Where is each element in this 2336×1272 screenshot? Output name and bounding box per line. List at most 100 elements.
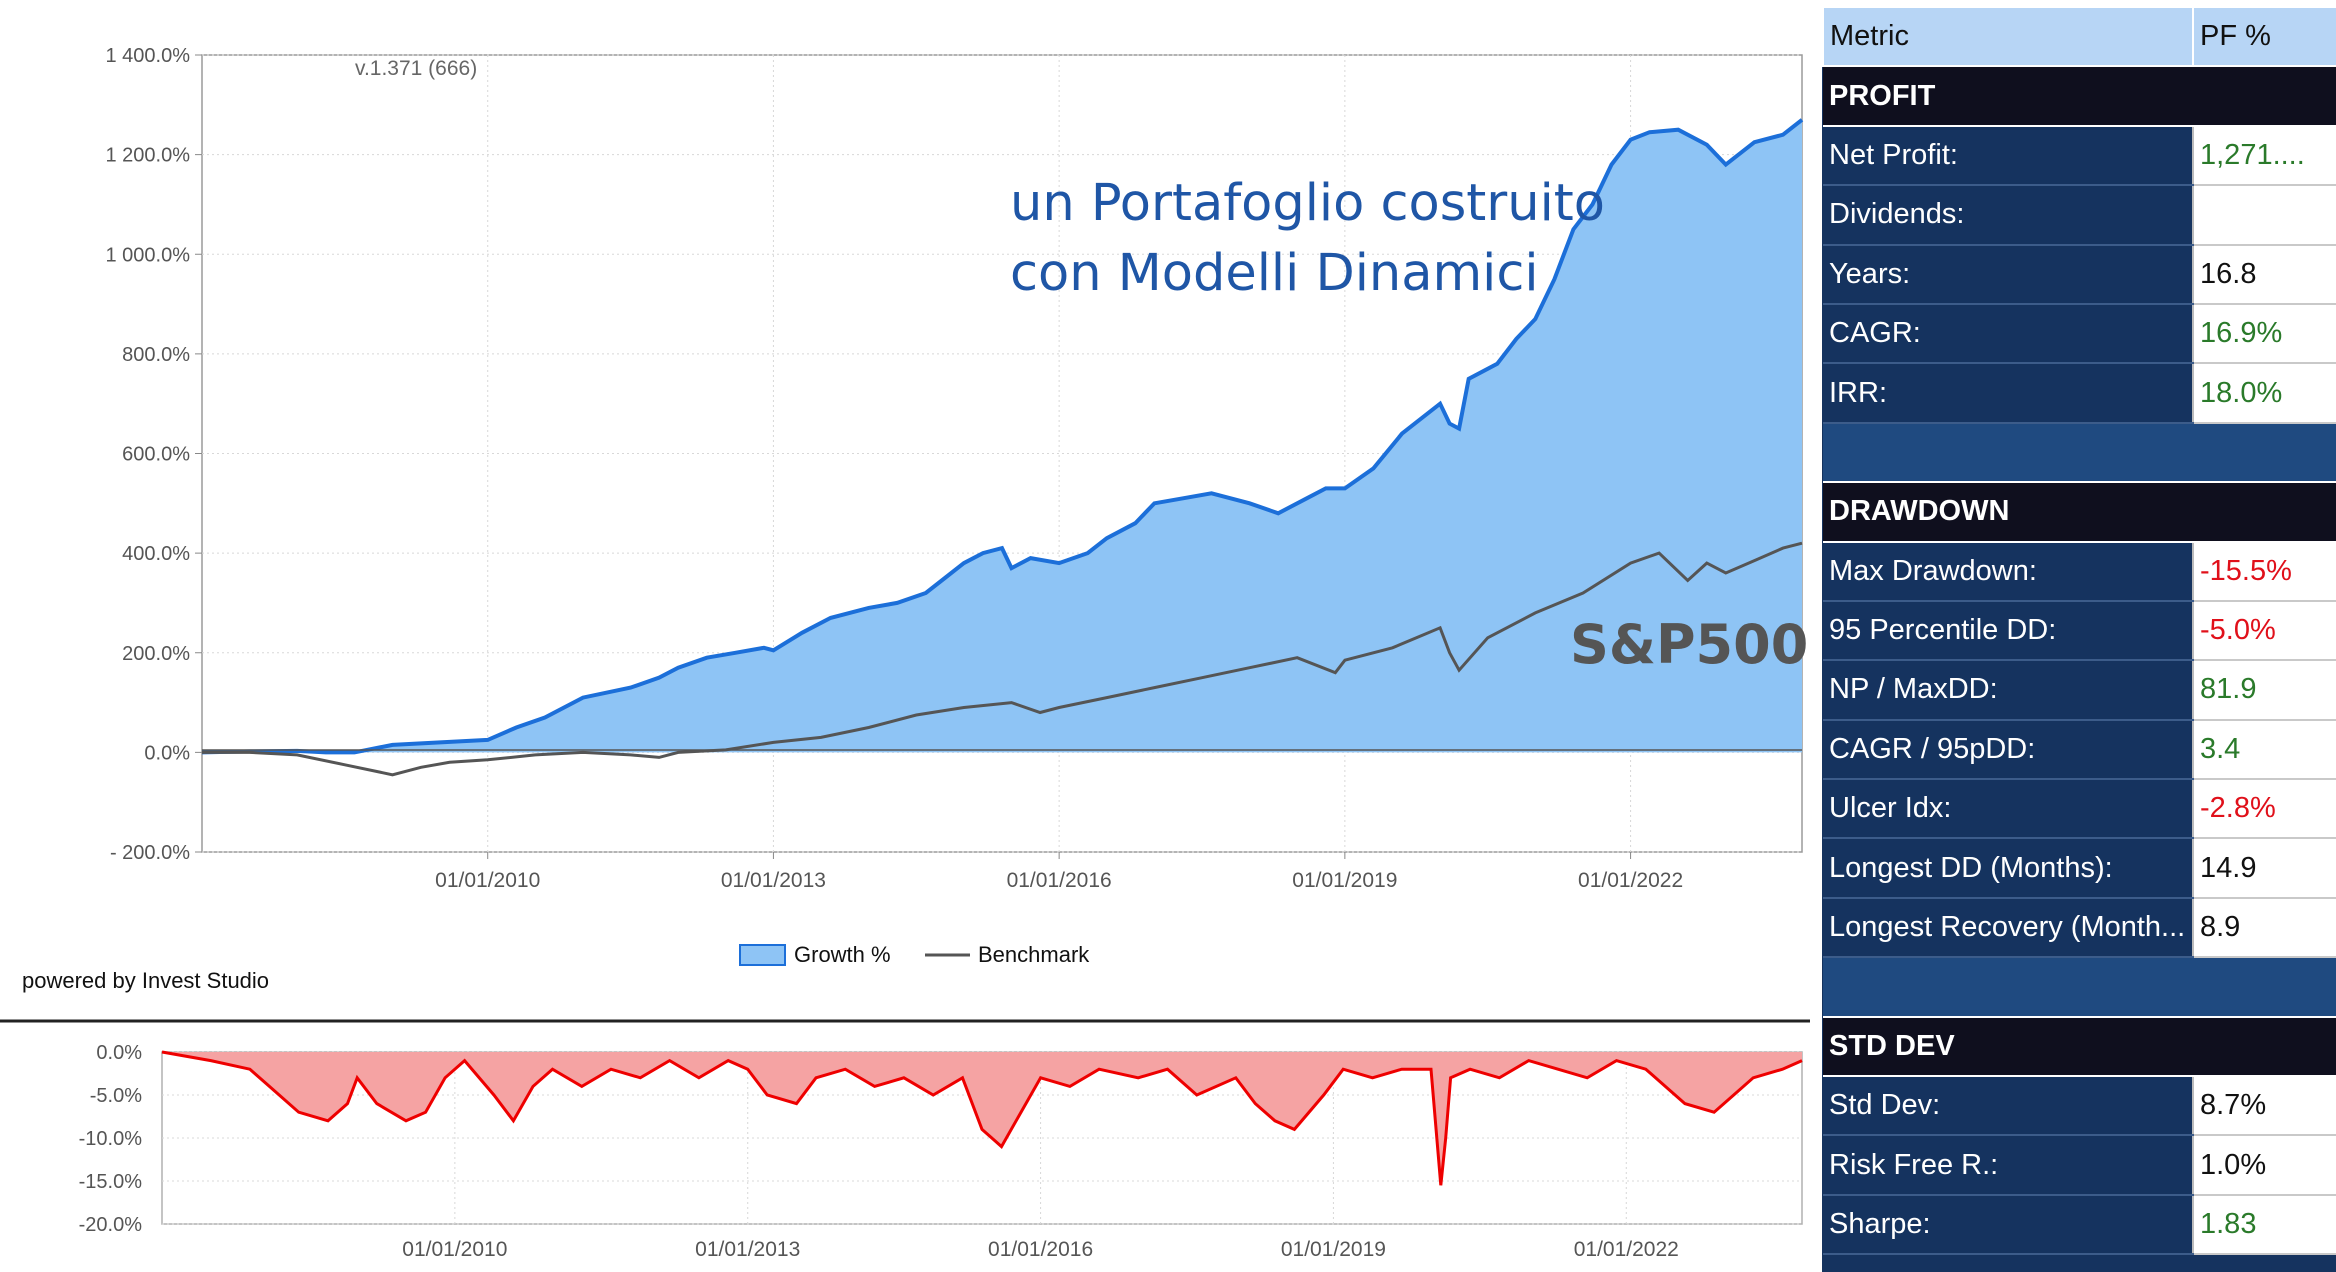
- growth-line: [201, 118, 1804, 755]
- dd-y-tick-label: -15.0%: [79, 1171, 143, 1193]
- metric-row[interactable]: NP / MaxDD: 81.9: [1823, 660, 2336, 721]
- metric-value: 16.9%: [2192, 303, 2336, 365]
- x-tick-label: 01/01/2019: [1292, 869, 1397, 892]
- annotation-line-2: con Modelli Dinamici: [1010, 244, 1539, 303]
- metric-value: 16.8: [2192, 244, 2336, 305]
- version-label: v.1.371 (666): [355, 57, 477, 80]
- metric-row[interactable]: IRR: 18.0%: [1823, 363, 2336, 424]
- metric-row[interactable]: Risk Free R.: 1.0%: [1823, 1135, 2336, 1196]
- metrics-table: Metric PF % PROFIT Net Profit: 1,271.... Di…: [1822, 5, 2336, 1256]
- dd-x-tick-label: 01/01/2013: [695, 1238, 800, 1261]
- metric-row[interactable]: 95 Percentile DD: -5.0%: [1823, 600, 2336, 662]
- dd-x-tick-label: 01/01/2016: [988, 1238, 1093, 1261]
- metric-label: Ulcer Idx:: [1823, 779, 2193, 840]
- metric-row[interactable]: Sharpe: 1.83: [1823, 1194, 2336, 1256]
- legend-swatch-growth: [739, 944, 786, 966]
- drawdown-line: [161, 1050, 1803, 1186]
- section-spacer: [1823, 957, 2336, 1018]
- y-tick-label: 1 200.0%: [105, 145, 190, 167]
- section-header-row: PROFIT: [1823, 66, 2336, 127]
- dd-y-tick-label: -10.0%: [79, 1128, 143, 1150]
- section-title: PROFIT: [1823, 66, 2336, 127]
- section-header-row: STD DEV: [1823, 1016, 2336, 1078]
- metric-row[interactable]: Max Drawdown: -15.5%: [1823, 541, 2336, 602]
- y-tick-label: 0.0%: [144, 742, 190, 764]
- section-title: STD DEV: [1823, 1016, 2336, 1078]
- benchmark-line: [202, 541, 1803, 777]
- spacer-cell: [1823, 957, 2336, 1018]
- growth-chart: 1 400.0% 1 200.0% 1 000.0% 800.0% 600.0% 400.…: [0, 45, 1810, 1261]
- legend: Growth % Benchmark: [739, 942, 1090, 967]
- metric-label: Years:: [1823, 244, 2193, 305]
- x-tick-label: 01/01/2013: [721, 869, 826, 892]
- dd-x-tick-label: 01/01/2010: [402, 1238, 507, 1261]
- metric-label: NP / MaxDD:: [1823, 660, 2193, 721]
- y-tick-label: 400.0%: [122, 543, 190, 565]
- dd-y-tick-label: -20.0%: [79, 1214, 143, 1236]
- x-tick-label: 01/01/2016: [1007, 869, 1112, 892]
- section-spacer: [1823, 422, 2336, 484]
- metric-label: Risk Free R.:: [1823, 1135, 2193, 1196]
- metric-row[interactable]: Years: 16.8: [1823, 244, 2336, 305]
- growth-area: [202, 119, 1802, 753]
- metric-value: 8.7%: [2192, 1076, 2336, 1137]
- value-column-header[interactable]: PF %: [2192, 5, 2336, 68]
- metric-label: Dividends:: [1823, 185, 2193, 246]
- metric-row[interactable]: CAGR: 16.9%: [1823, 303, 2336, 365]
- metric-value: 3.4: [2192, 719, 2336, 781]
- x-tick-label: 01/01/2022: [1578, 869, 1683, 892]
- metrics-header-row: Metric PF %: [1822, 5, 2336, 68]
- powered-by-label: powered by Invest Studio: [22, 968, 269, 993]
- chart-area: 1 400.0% 1 200.0% 1 000.0% 800.0% 600.0% 400.…: [0, 45, 1810, 1261]
- metric-value: -5.0%: [2192, 600, 2336, 662]
- y-tick-label: 800.0%: [122, 344, 190, 366]
- metric-value: 1.83: [2192, 1194, 2336, 1256]
- metric-value: 81.9: [2192, 660, 2336, 721]
- metric-label: Net Profit:: [1823, 125, 2193, 187]
- metric-row[interactable]: Longest Recovery (Month... 8.9: [1823, 897, 2336, 959]
- y-tick-label: 1 400.0%: [105, 45, 190, 67]
- metric-label: Longest Recovery (Month...: [1823, 897, 2193, 959]
- y-tick-label: 200.0%: [122, 643, 190, 665]
- dd-y-tick-label: -5.0%: [90, 1085, 142, 1107]
- metric-row[interactable]: Std Dev: 8.7%: [1823, 1076, 2336, 1137]
- drawdown-area: [162, 1052, 1802, 1186]
- metric-label: Max Drawdown:: [1823, 541, 2193, 602]
- section-header-row: DRAWDOWN: [1823, 482, 2336, 543]
- metric-label: CAGR:: [1823, 303, 2193, 365]
- metric-row[interactable]: Net Profit: 1,271....: [1823, 125, 2336, 187]
- metric-label: Longest DD (Months):: [1823, 838, 2193, 899]
- metric-label: IRR:: [1823, 363, 2193, 424]
- dd-x-tick-label: 01/01/2019: [1281, 1238, 1386, 1261]
- y-tick-label: 600.0%: [122, 444, 190, 466]
- metric-row[interactable]: CAGR / 95pDD: 3.4: [1823, 719, 2336, 781]
- metric-value: -2.8%: [2192, 779, 2336, 840]
- metric-row[interactable]: Ulcer Idx: -2.8%: [1823, 779, 2336, 840]
- metric-row[interactable]: Longest DD (Months): 14.9: [1823, 838, 2336, 899]
- metric-value: 8.9: [2192, 897, 2336, 959]
- metric-label: Sharpe:: [1823, 1194, 2193, 1256]
- metric-label: 95 Percentile DD:: [1823, 600, 2193, 662]
- dd-y-tick-label: 0.0%: [96, 1042, 142, 1064]
- metric-value: [2192, 185, 2336, 246]
- metric-row[interactable]: Dividends:: [1823, 185, 2336, 246]
- benchmark-annotation: S&P500: [1570, 613, 1808, 676]
- spacer-cell: [1823, 422, 2336, 484]
- metric-value: 1,271....: [2192, 125, 2336, 187]
- metric-value: 18.0%: [2192, 363, 2336, 424]
- section-title: DRAWDOWN: [1823, 482, 2336, 543]
- y-tick-label: - 200.0%: [110, 842, 190, 864]
- metric-label: CAGR / 95pDD:: [1823, 719, 2193, 781]
- y-tick-label: 1 000.0%: [105, 244, 190, 266]
- metric-value: 1.0%: [2192, 1135, 2336, 1196]
- legend-label-benchmark: Benchmark: [978, 942, 1090, 967]
- legend-label-growth: Growth %: [794, 942, 891, 967]
- metrics-panel: Metric PF % PROFIT Net Profit: 1,271.... Di…: [1822, 5, 2336, 1272]
- metric-value: 14.9: [2192, 838, 2336, 899]
- metric-label: Std Dev:: [1823, 1076, 2193, 1137]
- metric-value: -15.5%: [2192, 541, 2336, 602]
- x-tick-label: 01/01/2010: [435, 869, 540, 892]
- annotation-line-1: un Portafoglio costruito: [1010, 174, 1605, 233]
- metric-column-header[interactable]: Metric: [1822, 5, 2194, 68]
- dd-x-tick-label: 01/01/2022: [1574, 1238, 1679, 1261]
